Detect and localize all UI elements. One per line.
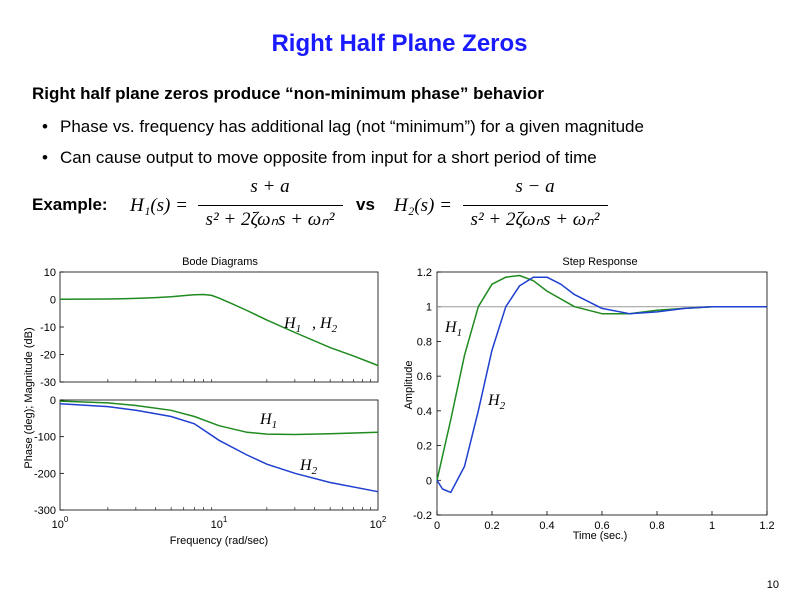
y-tick-label: 0 <box>50 395 56 407</box>
mag-annotation-h2: , H2 <box>312 315 338 335</box>
phase-axes <box>59 399 379 511</box>
y-tick-label: 0.2 <box>417 441 432 453</box>
y-tick-label: -300 <box>34 505 56 517</box>
y-tick-label: 0.4 <box>417 406 432 418</box>
h2-lhs: H₂(s) = <box>394 195 452 216</box>
y-tick-label: 0.6 <box>417 371 432 383</box>
bullet-dot-icon: • <box>42 117 48 136</box>
y-tick-label: -200 <box>34 468 56 480</box>
step-annotation-h1: H1 <box>444 319 462 339</box>
step-annotation-h2: H2 <box>487 392 506 412</box>
y-tick-label: -20 <box>40 350 56 362</box>
bullet-item: • Phase vs. frequency has additional lag … <box>42 117 644 137</box>
bullet-text: Phase vs. frequency has additional lag (… <box>60 117 644 136</box>
x-tick-label: 102 <box>370 515 387 531</box>
slide-subtitle: Right half plane zeros produce “non-mini… <box>32 84 544 103</box>
y-tick-label: 10 <box>44 267 56 279</box>
bode-xlabel: Frequency (rad/sec) <box>170 535 268 547</box>
bullet-text: Can cause output to move opposite from i… <box>60 148 597 167</box>
h1-numerator: s + a <box>250 176 290 197</box>
y-tick-label: 1.2 <box>417 267 432 279</box>
x-tick-label: 0.6 <box>594 520 609 532</box>
series-line-h1h2 <box>59 293 379 367</box>
x-tick-label: 101 <box>211 515 228 531</box>
phase-annotation-h1: H1 <box>259 411 277 431</box>
series-line-h2 <box>59 402 379 493</box>
x-tick-label: 0 <box>434 520 440 532</box>
x-tick-label: 0.8 <box>649 520 664 532</box>
vs-label: vs <box>356 195 375 214</box>
h1-denominator: s² + 2ζωₙs + ωₙ² <box>205 209 335 230</box>
x-tick-label: 1 <box>709 520 715 532</box>
h2-fraction-bar <box>463 205 608 206</box>
y-tick-label: -10 <box>40 322 56 334</box>
slide-title: Right Half Plane Zeros <box>271 30 528 57</box>
step-title: Step Response <box>562 256 637 268</box>
y-tick-label: 0 <box>50 295 56 307</box>
bode-title: Bode Diagrams <box>182 256 258 268</box>
page-number: 10 <box>766 579 779 591</box>
y-tick-label: 0.8 <box>417 336 432 348</box>
step-response-chart: Step Response Amplitude 1.2 1 0.8 0.6 0.4 0.2… <box>403 256 775 542</box>
phase-annotation-h2: H2 <box>299 457 318 477</box>
x-tick-label: 0.4 <box>539 520 554 532</box>
y-tick-label: -100 <box>34 432 56 444</box>
bullet-item: • Can cause output to move opposite from … <box>42 148 597 168</box>
series-line-h1 <box>59 400 379 436</box>
series-line-h2 <box>436 276 767 494</box>
bullet-dot-icon: • <box>42 148 48 167</box>
x-tick-label: 1.2 <box>759 520 774 532</box>
example-label: Example: <box>32 195 108 214</box>
x-tick-label: 100 <box>52 515 69 531</box>
h1-fraction-bar <box>198 205 343 206</box>
h2-numerator: s − a <box>515 176 555 197</box>
y-tick-label: -0.2 <box>413 510 432 522</box>
step-xlabel: Time (sec.) <box>573 530 628 542</box>
h2-denominator: s² + 2ζωₙs + ωₙ² <box>470 209 600 230</box>
y-tick-label: 0 <box>426 475 432 487</box>
step-ylabel: Amplitude <box>403 361 415 410</box>
h1-lhs: H₁(s) = <box>130 195 188 216</box>
y-tick-label: 1 <box>426 302 432 314</box>
x-tick-label: 0.2 <box>484 520 499 532</box>
bode-ylabel: Phase (deg); Magnitude (dB) <box>23 327 35 468</box>
bode-chart: Bode Diagrams Phase (deg); Magnitude (dB… <box>23 256 387 547</box>
y-tick-label: -30 <box>40 377 56 389</box>
